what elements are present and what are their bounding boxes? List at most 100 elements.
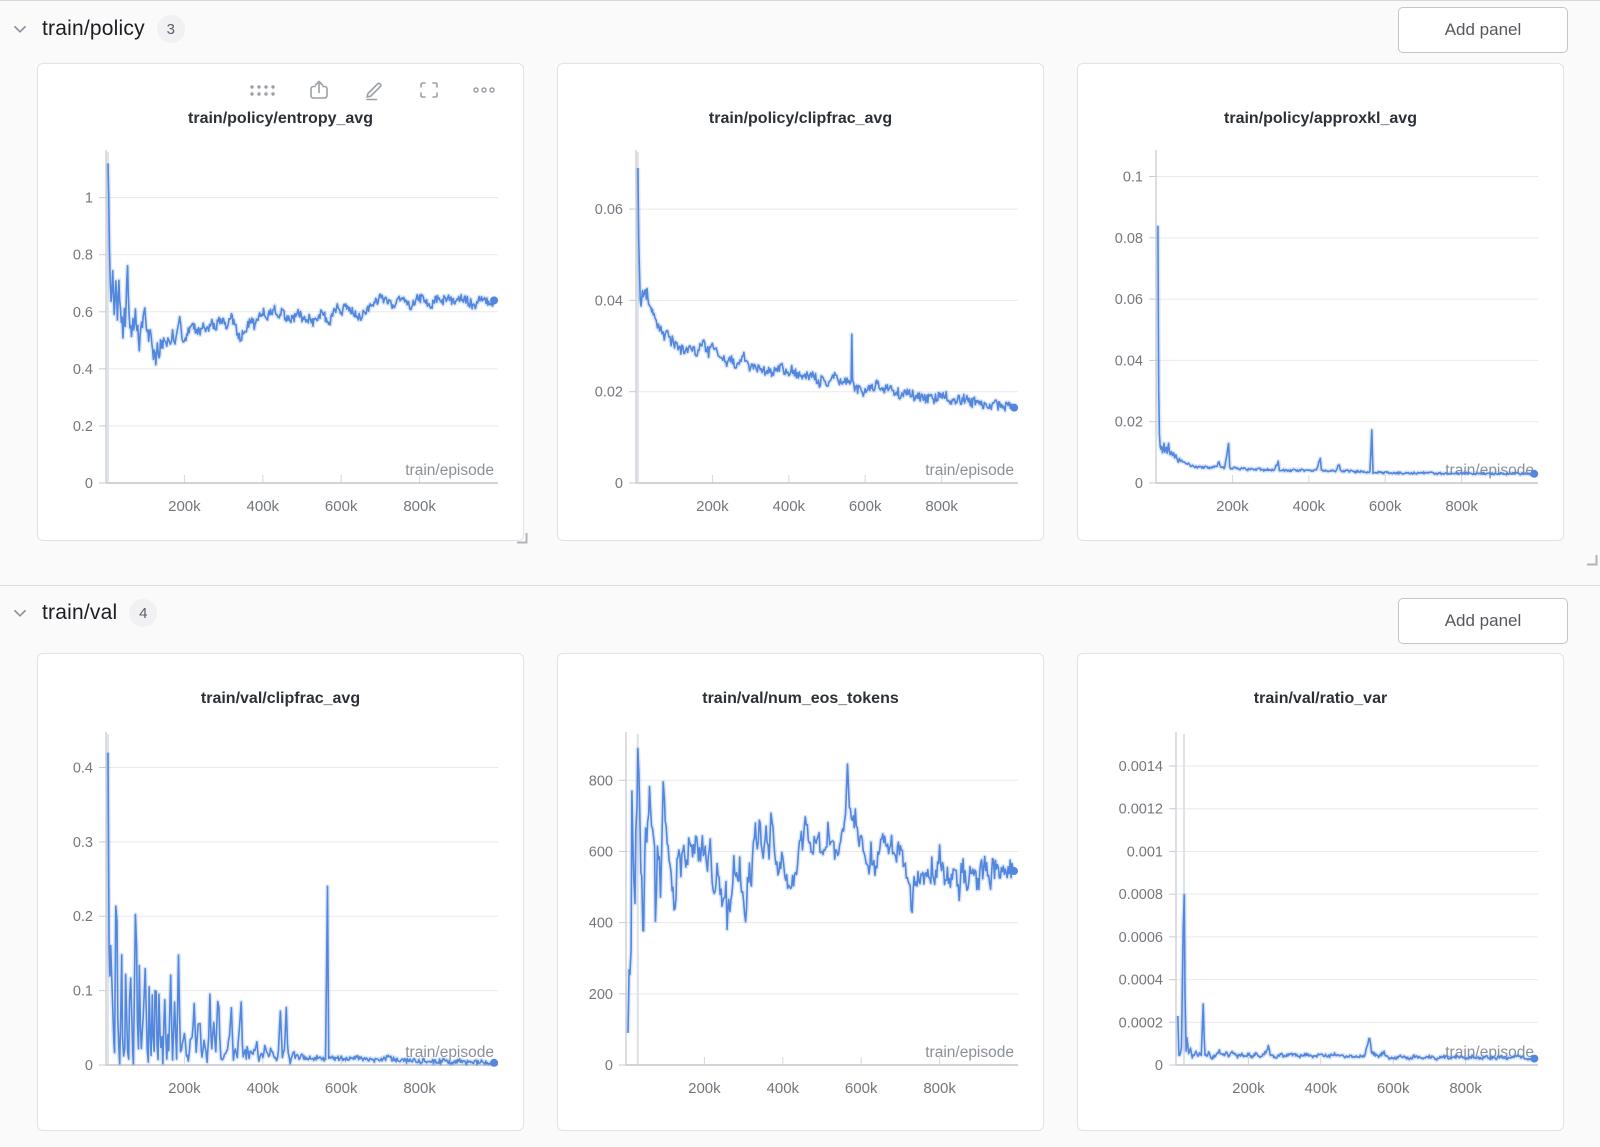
x-tick-label: 800k xyxy=(1445,498,1478,515)
section-resize-handle-icon[interactable] xyxy=(1585,553,1598,571)
drag-handle-icon[interactable] xyxy=(247,78,277,102)
series-end-dot xyxy=(1010,403,1019,412)
y-tick-label: 1 xyxy=(85,191,93,207)
add-panel-button[interactable]: Add panel xyxy=(1398,7,1568,53)
x-axis-metric-label: train/episode xyxy=(405,1044,494,1061)
line-chart-plot[interactable]: 0 0.02 0.04 0.06 200k 400k 600k 800k train/episo… xyxy=(558,148,1043,528)
x-tick-label: 600k xyxy=(325,498,358,515)
x-tick-label: 400k xyxy=(767,1080,800,1097)
series-line xyxy=(107,163,495,366)
y-tick-label: 0.0002 xyxy=(1119,1015,1163,1031)
x-tick-label: 400k xyxy=(247,1080,280,1097)
chart-panel[interactable]: train/policy/approxkl_avg 0 0.02 0.04 0.06 0.… xyxy=(1077,63,1564,541)
x-tick-label: 200k xyxy=(168,498,201,515)
series-minmax-band xyxy=(635,167,1017,413)
series-end-dot xyxy=(1010,867,1019,876)
y-tick-label: 0.0012 xyxy=(1119,802,1163,818)
chart-panel[interactable]: train/val/num_eos_tokens 0 200 400 600 800 200… xyxy=(557,653,1044,1131)
y-tick-label: 600 xyxy=(589,844,613,860)
series-end-dot xyxy=(1530,1054,1539,1063)
line-chart-plot[interactable]: 0 0.0002 0.0004 0.0006 0.0008 0.001 0.0012 0.00… xyxy=(1078,730,1563,1110)
y-tick-label: 0.02 xyxy=(1115,415,1143,431)
x-tick-label: 800k xyxy=(1449,1080,1482,1097)
y-tick-label: 0.6 xyxy=(73,305,93,321)
y-tick-label: 0 xyxy=(85,476,93,492)
export-icon[interactable] xyxy=(306,78,332,102)
y-tick-label: 400 xyxy=(589,916,613,932)
section-header: train/policy 3 xyxy=(10,15,185,43)
series-end-dot xyxy=(490,296,499,305)
chart-title: train/policy/approxkl_avg xyxy=(1224,110,1417,127)
y-tick-label: 0.06 xyxy=(1115,292,1143,308)
chevron-down-icon[interactable] xyxy=(10,19,30,39)
line-chart-plot[interactable]: 0 0.2 0.4 0.6 0.8 1 200k 400k 600k 800k train/epis… xyxy=(38,148,523,528)
panels-row: train/policy/entropy_avg 0 0.2 0.4 0.6 0.8 1 20… xyxy=(37,63,1564,544)
y-tick-label: 0 xyxy=(605,1058,613,1074)
y-tick-label: 0.3 xyxy=(73,835,93,851)
y-tick-label: 0 xyxy=(85,1058,93,1074)
y-tick-label: 0.08 xyxy=(1115,231,1143,247)
x-tick-label: 600k xyxy=(845,1080,878,1097)
y-tick-label: 0.04 xyxy=(595,293,623,309)
x-tick-label: 400k xyxy=(1305,1080,1338,1097)
x-tick-label: 400k xyxy=(773,498,806,515)
chevron-down-icon[interactable] xyxy=(10,603,30,623)
y-tick-label: 0 xyxy=(1135,476,1143,492)
section-header: train/val 4 xyxy=(10,599,158,627)
panel-section-train-val: train/val 4 Add panel train/val/clipfrac… xyxy=(0,587,1600,1147)
x-axis-metric-label: train/episode xyxy=(405,462,494,479)
y-tick-label: 0.2 xyxy=(73,419,93,435)
x-tick-label: 400k xyxy=(247,498,280,515)
fullscreen-icon[interactable] xyxy=(416,78,442,102)
line-chart-plot[interactable]: 0 0.1 0.2 0.3 0.4 200k 400k 600k 800k train/episo… xyxy=(38,730,523,1110)
edit-icon[interactable] xyxy=(361,78,387,102)
section-title[interactable]: train/policy xyxy=(42,17,145,40)
x-axis-metric-label: train/episode xyxy=(925,1044,1014,1061)
chart-panel[interactable]: train/val/ratio_var 0 0.0002 0.0004 0.0006 0.… xyxy=(1077,653,1564,1131)
section-title[interactable]: train/val xyxy=(42,601,118,624)
panel-resize-handle-icon[interactable] xyxy=(515,531,528,549)
series-line xyxy=(627,748,1015,1034)
x-tick-label: 400k xyxy=(1293,498,1326,515)
x-tick-label: 600k xyxy=(325,1080,358,1097)
series-end-dot xyxy=(1530,469,1539,478)
chart-title: train/val/clipfrac_avg xyxy=(200,690,361,707)
series-minmax-band xyxy=(1155,225,1536,478)
y-tick-label: 0.2 xyxy=(73,909,93,925)
chart-title: train/val/ratio_var xyxy=(1253,690,1388,707)
x-tick-label: 600k xyxy=(1369,498,1402,515)
y-tick-label: 0.8 xyxy=(73,248,93,264)
chart-title: train/val/num_eos_tokens xyxy=(702,690,899,707)
y-tick-label: 0.06 xyxy=(595,202,623,218)
series-minmax-band xyxy=(1175,892,1537,1063)
x-tick-label: 200k xyxy=(1216,498,1249,515)
panels-row: train/val/clipfrac_avg 0 0.1 0.2 0.3 0.4 200k 4… xyxy=(37,653,1564,1131)
chart-panel[interactable]: train/policy/clipfrac_avg 0 0.02 0.04 0.06 20… xyxy=(557,63,1044,541)
y-tick-label: 0.0006 xyxy=(1119,930,1163,946)
overflow-menu-icon[interactable] xyxy=(471,78,497,102)
series-minmax-band xyxy=(625,746,1016,1034)
series-line xyxy=(637,167,1015,412)
y-tick-label: 0.001 xyxy=(1127,844,1163,860)
add-panel-button[interactable]: Add panel xyxy=(1398,598,1568,644)
line-chart-plot[interactable]: 0 200 400 600 800 200k 400k 600k 800k train/episo… xyxy=(558,730,1043,1110)
x-tick-label: 800k xyxy=(403,498,436,515)
x-tick-label: 600k xyxy=(849,498,882,515)
x-tick-label: 600k xyxy=(1377,1080,1410,1097)
y-tick-label: 0 xyxy=(615,476,623,492)
chart-panel[interactable]: train/policy/entropy_avg 0 0.2 0.4 0.6 0.8 1 20… xyxy=(37,63,528,544)
chart-panel[interactable]: train/val/clipfrac_avg 0 0.1 0.2 0.3 0.4 200k 4… xyxy=(37,653,524,1131)
panel-count-badge: 3 xyxy=(156,15,185,43)
series-line xyxy=(107,752,495,1066)
y-tick-label: 0.1 xyxy=(73,984,93,1000)
panel-count-badge: 4 xyxy=(129,599,158,627)
y-tick-label: 0.0008 xyxy=(1119,887,1163,903)
panel-toolbar xyxy=(247,78,497,102)
x-tick-label: 800k xyxy=(923,1080,956,1097)
x-tick-label: 200k xyxy=(688,1080,721,1097)
x-tick-label: 800k xyxy=(403,1080,436,1097)
y-tick-label: 0.02 xyxy=(595,385,623,401)
x-tick-label: 200k xyxy=(1232,1080,1265,1097)
